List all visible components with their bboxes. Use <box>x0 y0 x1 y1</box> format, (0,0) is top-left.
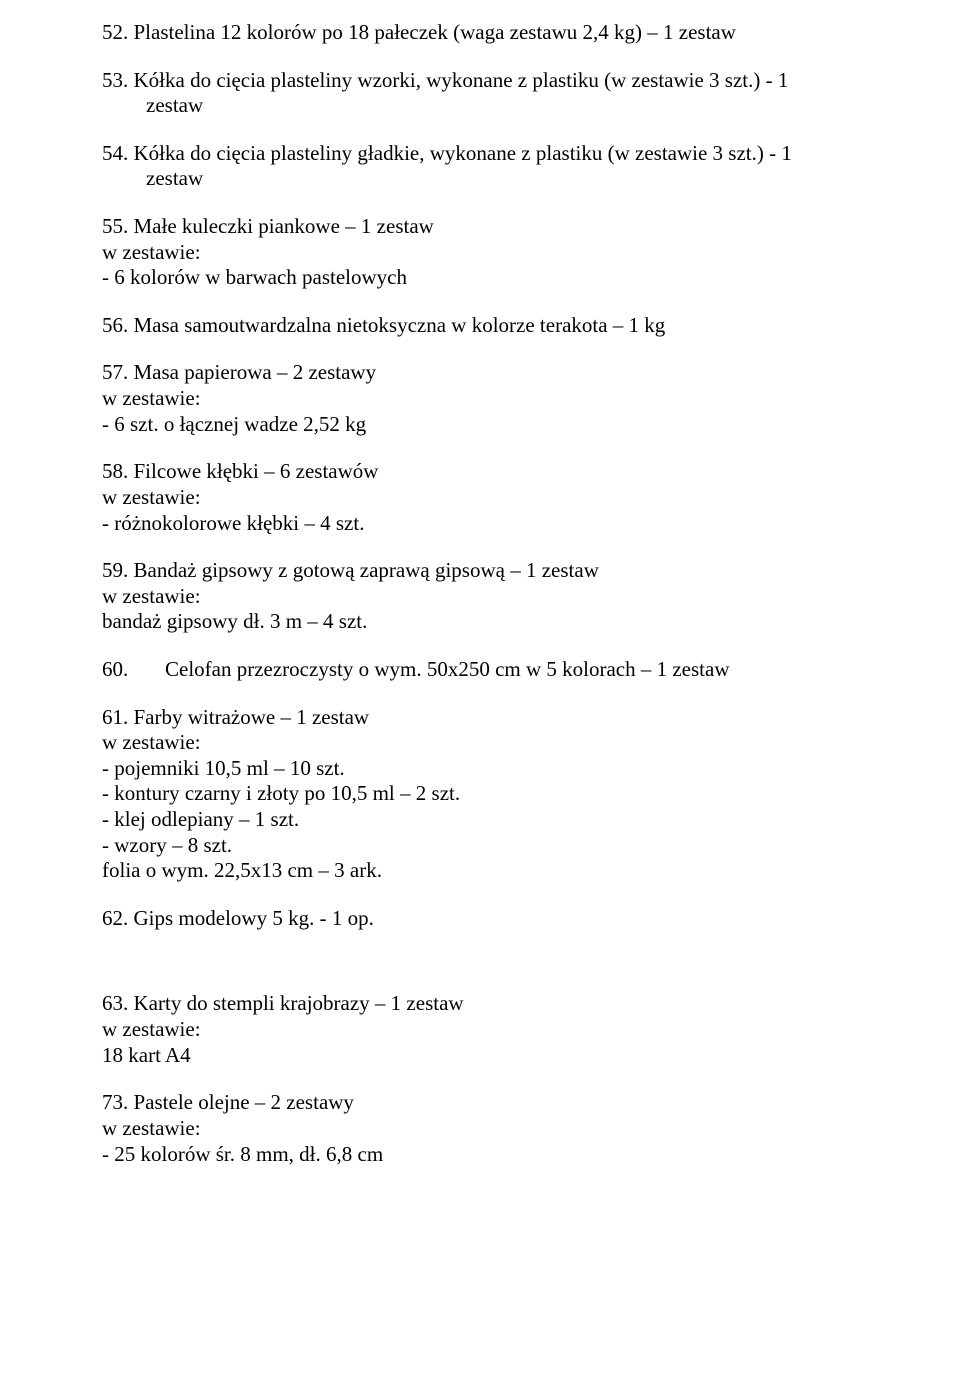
item-55-sub2: - 6 kolorów w barwach pastelowych <box>102 265 858 291</box>
item-61-sub6: folia o wym. 22,5x13 cm – 3 ark. <box>102 858 858 884</box>
item-60-num: 60. <box>102 657 128 681</box>
item-55-sub1: w zestawie: <box>102 240 858 266</box>
item-60: 60. Celofan przezroczysty o wym. 50x250 … <box>102 657 858 683</box>
item-57-title: 57. Masa papierowa – 2 zestawy <box>102 360 858 386</box>
item-58-sub2: - różnokolorowe kłębki – 4 szt. <box>102 511 858 537</box>
item-57-sub2: - 6 szt. o łącznej wadze 2,52 kg <box>102 412 858 438</box>
item-58: 58. Filcowe kłębki – 6 zestawów w zestaw… <box>102 459 858 536</box>
item-56-title: 56. Masa samoutwardzalna nietoksyczna w … <box>102 313 858 339</box>
item-61-sub3: - kontury czarny i złoty po 10,5 ml – 2 … <box>102 781 858 807</box>
item-60-text: Celofan przezroczysty o wym. 50x250 cm w… <box>165 657 730 681</box>
item-61: 61. Farby witrażowe – 1 zestaw w zestawi… <box>102 705 858 884</box>
item-63-sub1: w zestawie: <box>102 1017 858 1043</box>
item-52: 52. Plastelina 12 kolorów po 18 pałeczek… <box>102 20 858 46</box>
item-54: 54. Kółka do cięcia plasteliny gładkie, … <box>102 141 858 192</box>
item-53: 53. Kółka do cięcia plasteliny wzorki, w… <box>102 68 858 119</box>
item-60-title: 60. Celofan przezroczysty o wym. 50x250 … <box>102 657 858 683</box>
item-63: 63. Karty do stempli krajobrazy – 1 zest… <box>102 991 858 1068</box>
item-61-sub1: w zestawie: <box>102 730 858 756</box>
item-61-sub5: - wzory – 8 szt. <box>102 833 858 859</box>
item-61-sub4: - klej odlepiany – 1 szt. <box>102 807 858 833</box>
item-62: 62. Gips modelowy 5 kg. - 1 op. <box>102 906 858 932</box>
item-55: 55. Małe kuleczki piankowe – 1 zestaw w … <box>102 214 858 291</box>
item-73-sub1: w zestawie: <box>102 1116 858 1142</box>
item-61-title: 61. Farby witrażowe – 1 zestaw <box>102 705 858 731</box>
item-58-title: 58. Filcowe kłębki – 6 zestawów <box>102 459 858 485</box>
item-59-sub1: w zestawie: <box>102 584 858 610</box>
item-53-title-l1: 53. Kółka do cięcia plasteliny wzorki, w… <box>102 68 858 94</box>
item-61-sub2: - pojemniki 10,5 ml – 10 szt. <box>102 756 858 782</box>
item-73-sub2: - 25 kolorów śr. 8 mm, dł. 6,8 cm <box>102 1142 858 1168</box>
item-54-title-l2: zestaw <box>102 166 858 192</box>
item-59: 59. Bandaż gipsowy z gotową zaprawą gips… <box>102 558 858 635</box>
item-52-title: 52. Plastelina 12 kolorów po 18 pałeczek… <box>102 20 858 46</box>
item-55-title: 55. Małe kuleczki piankowe – 1 zestaw <box>102 214 858 240</box>
item-53-title-l2: zestaw <box>102 93 858 119</box>
item-63-sub2: 18 kart A4 <box>102 1043 858 1069</box>
item-59-sub2: bandaż gipsowy dł. 3 m – 4 szt. <box>102 609 858 635</box>
item-63-title: 63. Karty do stempli krajobrazy – 1 zest… <box>102 991 858 1017</box>
item-57-sub1: w zestawie: <box>102 386 858 412</box>
item-73-title: 73. Pastele olejne – 2 zestawy <box>102 1090 858 1116</box>
item-73: 73. Pastele olejne – 2 zestawy w zestawi… <box>102 1090 858 1167</box>
item-58-sub1: w zestawie: <box>102 485 858 511</box>
item-57: 57. Masa papierowa – 2 zestawy w zestawi… <box>102 360 858 437</box>
item-56: 56. Masa samoutwardzalna nietoksyczna w … <box>102 313 858 339</box>
item-59-title: 59. Bandaż gipsowy z gotową zaprawą gips… <box>102 558 858 584</box>
item-54-title-l1: 54. Kółka do cięcia plasteliny gładkie, … <box>102 141 858 167</box>
item-62-title: 62. Gips modelowy 5 kg. - 1 op. <box>102 906 858 932</box>
